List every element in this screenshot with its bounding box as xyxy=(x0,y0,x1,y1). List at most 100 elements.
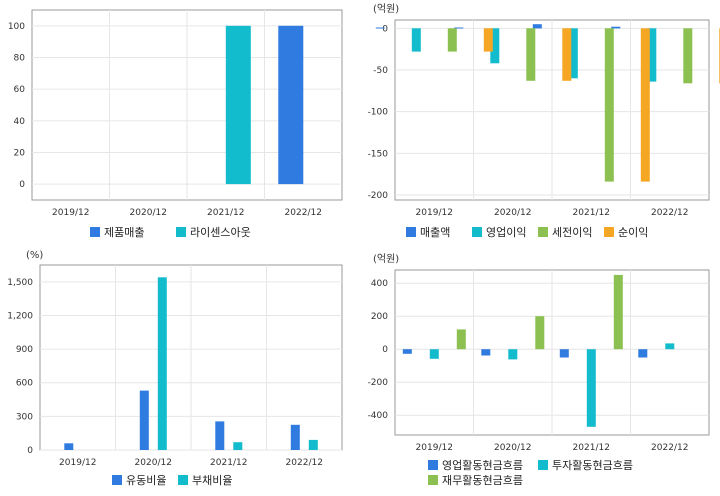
y-tick-label: 0 xyxy=(19,180,25,190)
x-tick-label: 2019/12 xyxy=(416,208,453,218)
x-tick-label: 2019/12 xyxy=(59,458,96,468)
y-tick-label: 0 xyxy=(382,345,388,355)
bar-세전이익[interactable] xyxy=(447,28,457,52)
bar-세전이익[interactable] xyxy=(683,28,693,84)
bar-투자활동현금흐름[interactable] xyxy=(586,349,596,427)
y-tick-label: 1,200 xyxy=(7,311,33,321)
x-tick-label: 2022/12 xyxy=(651,443,688,453)
legend-swatch xyxy=(472,227,482,237)
y-tick-label: -400 xyxy=(368,411,389,421)
unit-label: (억원) xyxy=(373,253,399,265)
x-tick-label: 2020/12 xyxy=(135,458,172,468)
y-tick-label: -50 xyxy=(373,66,388,76)
bar-라이센스아웃[interactable] xyxy=(225,25,251,185)
x-tick-label: 2019/12 xyxy=(416,443,453,453)
x-tick-label: 2020/12 xyxy=(494,443,531,453)
unit-label: (%) xyxy=(26,250,43,261)
bar-유동비율[interactable] xyxy=(139,390,149,450)
y-tick-label: 60 xyxy=(14,85,26,95)
chart-2: 0 -50 -100 -150 -200 2019/12 2020/12 2021/12 202… xyxy=(368,3,720,239)
bar-매출액[interactable] xyxy=(532,24,542,29)
chart-3: 0 300 600 900 1,200 1,500 2019/12 2020/12 2021/1… xyxy=(7,250,343,487)
legend-swatch xyxy=(428,475,438,485)
x-tick-label: 2020/12 xyxy=(130,208,167,218)
unit-label: (억원) xyxy=(373,3,399,15)
bar-재무활동현금흐름[interactable] xyxy=(613,274,623,350)
bar-제품매출[interactable] xyxy=(278,25,304,185)
bar-부채비율[interactable] xyxy=(157,277,167,450)
y-tick-label: 600 xyxy=(16,379,33,389)
bar-영업이익[interactable] xyxy=(647,28,657,82)
legend-swatch xyxy=(428,460,438,470)
y-tick-label: -100 xyxy=(368,108,389,118)
chart-4: 400 200 0 -200 -400 2019/12 2020/12 2021/12 2022… xyxy=(368,253,710,487)
legend-label[interactable]: 매출액 xyxy=(420,226,450,239)
bar-재무활동현금흐름[interactable] xyxy=(456,329,466,350)
x-tick-label: 2022/12 xyxy=(286,458,323,468)
y-tick-label: -200 xyxy=(368,378,389,388)
x-tick-label: 2022/12 xyxy=(651,208,688,218)
bar-투자활동현금흐름[interactable] xyxy=(508,349,518,360)
chart-1: 0 20 40 60 80 100 2019/12 2020/12 2021/12 2022/12… xyxy=(8,9,343,239)
x-tick-label: 2019/12 xyxy=(52,208,89,218)
legend-swatch xyxy=(112,475,122,485)
bar-매출액[interactable] xyxy=(454,27,464,29)
bar-매출액[interactable] xyxy=(375,27,385,29)
bar-세전이익[interactable] xyxy=(604,28,614,182)
legend-label[interactable]: 영업활동현금흐름 xyxy=(442,458,523,472)
legend-swatch xyxy=(538,460,548,470)
bar-영업이익[interactable] xyxy=(568,28,578,79)
bar-순이익[interactable] xyxy=(640,28,650,182)
bar-영업활동현금흐름[interactable] xyxy=(638,349,648,358)
bar-영업활동현금흐름[interactable] xyxy=(559,349,569,358)
legend-swatch xyxy=(90,227,100,237)
legend-label[interactable]: 세전이익 xyxy=(552,226,592,239)
y-tick-label: 300 xyxy=(16,412,33,422)
y-tick-label: 80 xyxy=(14,54,26,64)
y-tick-label: 20 xyxy=(14,149,26,159)
legend-label[interactable]: 투자활동현금흐름 xyxy=(552,458,633,472)
legend-label[interactable]: 부채비율 xyxy=(192,474,232,487)
legend-label[interactable]: 유동비율 xyxy=(126,474,166,487)
bar-영업활동현금흐름[interactable] xyxy=(402,349,412,354)
legend-label[interactable]: 재무활동현금흐름 xyxy=(442,473,523,487)
y-tick-label: 100 xyxy=(8,22,25,32)
y-tick-label: -200 xyxy=(368,191,389,201)
legend-swatch xyxy=(406,227,416,237)
bar-순이익[interactable] xyxy=(562,28,572,81)
legend-label[interactable]: 제품매출 xyxy=(104,226,144,239)
x-tick-label: 2022/12 xyxy=(285,208,322,218)
x-tick-label: 2021/12 xyxy=(210,458,247,468)
x-tick-label: 2021/12 xyxy=(207,208,244,218)
bar-영업이익[interactable] xyxy=(490,28,500,64)
bar-부채비율[interactable] xyxy=(233,442,243,450)
bar-부채비율[interactable] xyxy=(308,439,318,450)
bar-매출액[interactable] xyxy=(611,26,621,29)
bar-재무활동현금흐름[interactable] xyxy=(535,316,545,350)
x-tick-label: 2021/12 xyxy=(573,208,610,218)
y-tick-label: 900 xyxy=(16,345,33,355)
bar-순이익[interactable] xyxy=(483,28,493,52)
bar-영업이익[interactable] xyxy=(411,28,421,52)
legend-swatch xyxy=(604,227,614,237)
bar-투자활동현금흐름[interactable] xyxy=(665,343,675,350)
y-tick-label: -150 xyxy=(368,149,389,159)
legend-label[interactable]: 라이센스아웃 xyxy=(190,226,251,239)
legend-label[interactable]: 영업이익 xyxy=(486,226,526,239)
legend-label[interactable]: 순이익 xyxy=(618,226,648,239)
legend-swatch xyxy=(176,227,186,237)
bar-유동비율[interactable] xyxy=(215,421,225,450)
y-tick-label: 40 xyxy=(14,117,26,127)
bar-유동비율[interactable] xyxy=(290,424,300,450)
bar-세전이익[interactable] xyxy=(526,28,536,81)
bar-유동비율[interactable] xyxy=(64,443,74,450)
y-tick-label: 0 xyxy=(27,446,33,456)
x-tick-label: 2021/12 xyxy=(573,443,610,453)
x-tick-label: 2020/12 xyxy=(494,208,531,218)
y-tick-label: 1,500 xyxy=(7,278,33,288)
legend-swatch xyxy=(178,475,188,485)
y-tick-label: 200 xyxy=(371,312,388,322)
bar-영업활동현금흐름[interactable] xyxy=(481,349,491,356)
bar-투자활동현금흐름[interactable] xyxy=(429,349,439,359)
